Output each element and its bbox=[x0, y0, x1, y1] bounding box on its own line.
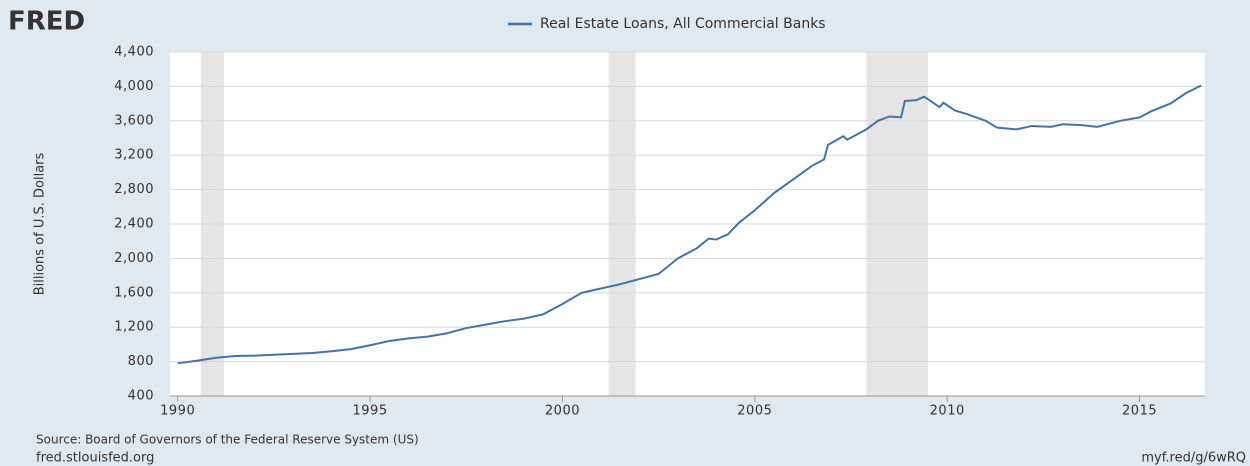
y-tick-label: 400 bbox=[128, 389, 154, 404]
x-tick-label: 2000 bbox=[545, 404, 580, 419]
y-tick-label: 800 bbox=[128, 354, 154, 369]
y-tick-label: 3,200 bbox=[114, 148, 154, 163]
short-url: myf.red/g/6wRQ bbox=[1141, 451, 1246, 466]
site: fred.stlouisfed.org bbox=[36, 451, 154, 466]
x-tick-label: 2005 bbox=[737, 404, 772, 419]
y-tick-label: 1,600 bbox=[114, 285, 154, 300]
y-axis-label: Billions of U.S. Dollars bbox=[33, 152, 48, 295]
y-tick-label: 4,400 bbox=[114, 45, 154, 60]
y-tick-label: 2,400 bbox=[114, 217, 154, 232]
y-tick-label: 1,200 bbox=[114, 320, 154, 335]
x-tick-label: 2010 bbox=[930, 404, 965, 419]
legend-label: Real Estate Loans, All Commercial Banks bbox=[540, 16, 826, 32]
y-tick-label: 4,000 bbox=[114, 79, 154, 94]
x-tick-label: 2015 bbox=[1122, 404, 1157, 419]
y-tick-label: 2,000 bbox=[114, 251, 154, 266]
y-tick-label: 2,800 bbox=[114, 182, 154, 197]
logo: FRED bbox=[8, 7, 85, 37]
y-tick-label: 3,600 bbox=[114, 113, 154, 128]
x-tick-label: 1995 bbox=[353, 404, 388, 419]
x-tick-label: 1990 bbox=[160, 404, 195, 419]
source: Source: Board of Governors of the Federa… bbox=[36, 433, 419, 447]
series-line bbox=[177, 84, 1202, 365]
